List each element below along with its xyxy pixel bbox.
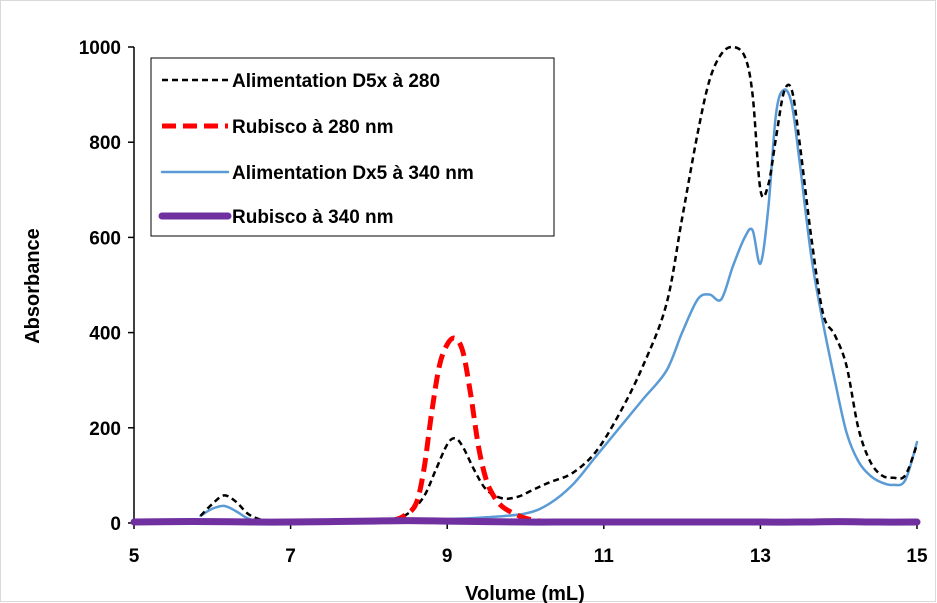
y-axis-title: Absorbance <box>22 228 44 344</box>
legend-label-1: Alimentation D5x à 280 <box>232 71 440 92</box>
series-line-4 <box>130 517 921 526</box>
series-line-2 <box>391 335 550 525</box>
y-tick-label: 800 <box>89 133 121 154</box>
y-tick-label: 400 <box>89 324 121 345</box>
x-tick-label: 11 <box>594 546 615 567</box>
legend-label-4: Rubisco à 340 nm <box>232 207 394 228</box>
x-tick-label: 13 <box>750 546 771 567</box>
y-tick-label: 200 <box>89 419 121 440</box>
x-tick-label: 7 <box>285 546 296 567</box>
y-tick-label: 600 <box>89 228 121 249</box>
x-tick-label: 15 <box>906 546 928 567</box>
y-tick-label: 1000 <box>79 38 121 59</box>
series-group <box>130 45 921 526</box>
x-tick-label: 5 <box>129 546 140 567</box>
x-axis-title: Volume (mL) <box>465 583 585 603</box>
legend: Alimentation D5x à 280 Rubisco à 280 nm Al… <box>150 57 555 237</box>
x-tick-label: 9 <box>442 546 453 567</box>
legend-label-3: Alimentation Dx5 à 340 nm <box>232 163 474 184</box>
series-line-1 <box>199 45 919 524</box>
legend-label-2: Rubisco à 280 nm <box>232 117 394 138</box>
y-tick-label: 0 <box>110 514 121 535</box>
legend-box <box>150 57 555 237</box>
